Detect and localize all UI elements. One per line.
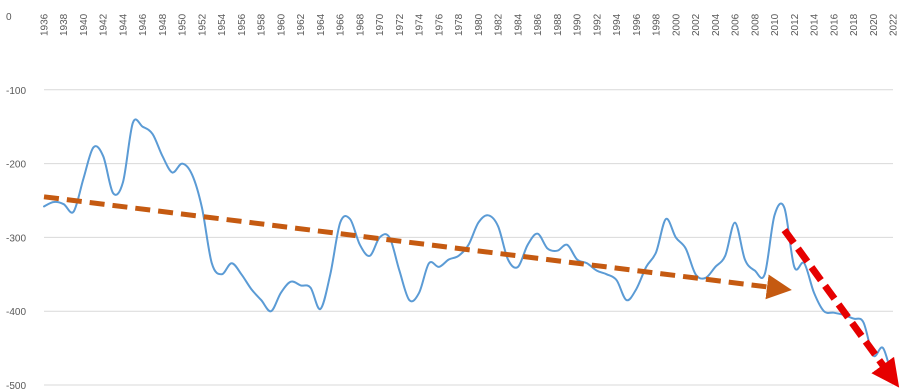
- x-tick-label: 1978: [454, 13, 465, 36]
- x-tick-label: 1980: [474, 13, 485, 36]
- x-tick-label: 1986: [533, 13, 544, 36]
- x-tick-label: 1954: [217, 13, 228, 36]
- x-axis-tick-labels: 1936 1938 1940 1942 1944 1946 1948 1950 1952 1954…: [40, 13, 900, 36]
- x-tick-label: 1968: [355, 13, 366, 36]
- series-line: [43, 118, 894, 383]
- x-tick-label: 1948: [158, 13, 169, 36]
- x-tick-label: 1946: [138, 13, 149, 36]
- y-tick-label: -400: [6, 307, 26, 318]
- x-tick-label: 1994: [612, 13, 623, 36]
- x-tick-label: 2022: [889, 13, 900, 36]
- gridlines: [44, 89, 893, 386]
- x-tick-label: 1998: [652, 13, 663, 36]
- x-tick-label: 2006: [731, 13, 742, 36]
- y-axis-tick-labels: 0 -100 -200 -300 -400 -500: [6, 12, 26, 389]
- x-tick-label: 1972: [395, 13, 406, 36]
- x-tick-label: 1958: [257, 13, 268, 36]
- y-tick-label: 0: [6, 12, 12, 23]
- y-tick-label: -200: [6, 160, 26, 171]
- x-tick-label: 1950: [178, 13, 189, 36]
- x-tick-label: 1970: [375, 13, 386, 36]
- x-tick-label: 2000: [671, 13, 682, 36]
- x-tick-label: 1964: [316, 13, 327, 36]
- y-tick-label: -500: [6, 381, 26, 389]
- trend-arrows: [43, 194, 900, 388]
- x-tick-label: 1940: [79, 13, 90, 36]
- x-tick-label: 1942: [99, 13, 110, 36]
- orange-trend-arrow: [43, 194, 792, 300]
- x-tick-label: 2010: [770, 13, 781, 36]
- x-tick-label: 1990: [573, 13, 584, 36]
- series-layer: [43, 118, 894, 383]
- x-tick-label: 1944: [118, 13, 129, 36]
- x-tick-label: 2020: [869, 13, 880, 36]
- x-tick-label: 2016: [829, 13, 840, 36]
- x-tick-label: 1992: [592, 13, 603, 36]
- x-tick-label: 1936: [40, 13, 51, 36]
- x-tick-label: 1956: [237, 13, 248, 36]
- x-tick-label: 1962: [296, 13, 307, 36]
- y-tick-label: -300: [6, 233, 26, 244]
- x-tick-label: 2014: [810, 13, 821, 36]
- x-tick-label: 2008: [750, 13, 761, 36]
- x-tick-label: 1966: [336, 13, 347, 36]
- x-tick-label: 1996: [632, 13, 643, 36]
- x-tick-label: 1976: [434, 13, 445, 36]
- x-tick-label: 2002: [691, 13, 702, 36]
- x-tick-label: 2004: [711, 13, 722, 36]
- x-tick-label: 2012: [790, 13, 801, 36]
- y-tick-label: -100: [6, 86, 26, 97]
- x-tick-label: 1982: [494, 13, 505, 36]
- x-tick-label: 1952: [197, 13, 208, 36]
- x-tick-label: 1984: [513, 13, 524, 36]
- x-tick-label: 2018: [849, 13, 860, 36]
- x-tick-label: 1960: [276, 13, 287, 36]
- x-tick-label: 1938: [59, 13, 70, 36]
- x-tick-label: 1974: [415, 13, 426, 36]
- red-trend-arrow: [781, 227, 900, 388]
- x-tick-label: 1988: [553, 13, 564, 36]
